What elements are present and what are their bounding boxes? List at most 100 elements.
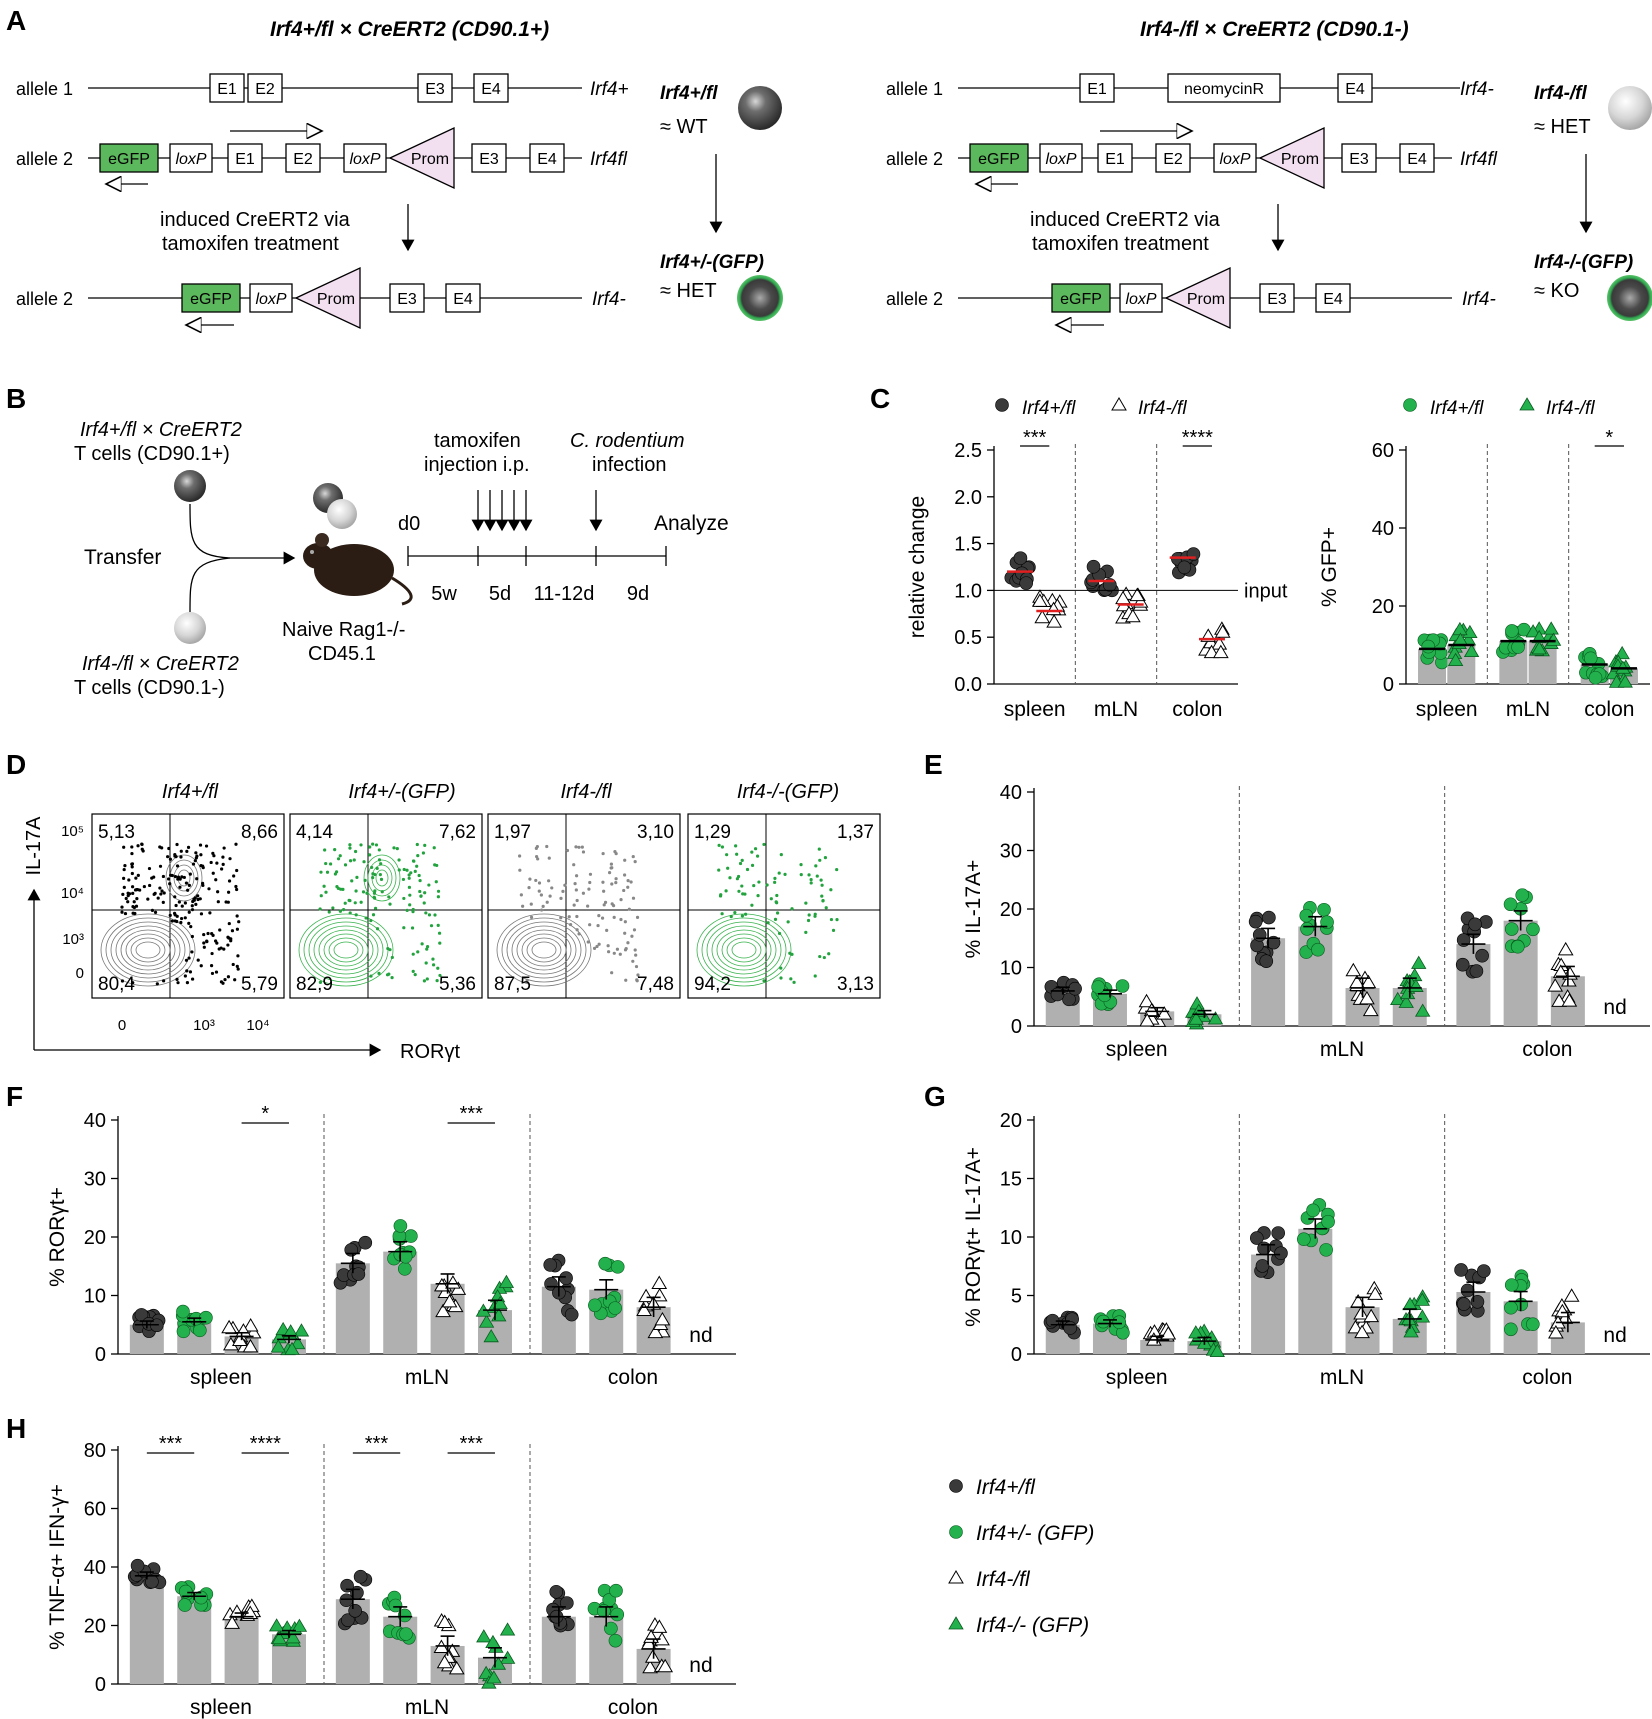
flow-event xyxy=(745,867,750,872)
flow-event xyxy=(820,883,824,887)
data-point xyxy=(1543,621,1559,635)
x-category-label: spleen xyxy=(1106,1038,1168,1061)
flow-event xyxy=(817,847,821,851)
flow-event xyxy=(588,880,592,885)
infection-label-2: infection xyxy=(592,454,667,476)
flow-event xyxy=(194,851,198,855)
flow-event xyxy=(188,970,193,974)
y-tick-label: 80 xyxy=(84,1440,106,1462)
a1-e1: E1 xyxy=(217,81,237,98)
flow-event xyxy=(222,846,226,850)
flow-contour xyxy=(726,937,762,963)
flow-event xyxy=(762,979,766,983)
flow-contour xyxy=(506,921,582,979)
flow-event xyxy=(823,856,828,860)
flow-event xyxy=(189,925,193,929)
a2-e1-box xyxy=(1097,143,1133,173)
allele2-recombined-label: allele 2 xyxy=(16,289,73,309)
data-point xyxy=(609,1583,623,1598)
r-loxp-box xyxy=(1119,283,1163,313)
flow-event xyxy=(187,921,191,925)
data-point xyxy=(604,1621,618,1636)
data-point xyxy=(1515,888,1530,902)
data-point xyxy=(193,1323,207,1338)
data-point xyxy=(588,1298,602,1313)
flow-event xyxy=(202,945,206,949)
legend-c-item: Irf4-/fl xyxy=(1138,398,1187,419)
timeline-interval: 5w xyxy=(431,583,457,605)
infection-label-1: C. rodentium xyxy=(570,430,685,452)
legend-marker xyxy=(949,1479,963,1493)
x-category-label: mLN xyxy=(1506,698,1550,721)
flow-event xyxy=(786,920,790,924)
data-point xyxy=(1504,1278,1519,1292)
flow-event xyxy=(135,897,139,901)
flow-contour xyxy=(173,864,195,892)
flow-event xyxy=(541,904,545,908)
flow-event xyxy=(179,916,184,921)
data-point xyxy=(1525,624,1541,638)
a2-e1: E1 xyxy=(1105,151,1125,168)
a1-e1-box xyxy=(1079,73,1115,103)
flow-event xyxy=(425,945,430,949)
data-point xyxy=(397,1608,412,1623)
significance-label: *** xyxy=(460,1433,484,1455)
flow-event xyxy=(572,863,576,867)
flow-event xyxy=(216,900,220,904)
data-point xyxy=(1248,914,1263,929)
flow-event xyxy=(214,878,218,882)
flow-event xyxy=(401,877,406,882)
y-axis-label: relative change xyxy=(906,496,929,638)
state-top: ≈ WT xyxy=(660,116,708,138)
flow-event xyxy=(405,908,409,912)
flow-event xyxy=(122,876,126,880)
flow-event xyxy=(390,955,394,960)
x-category-label: spleen xyxy=(190,1696,252,1719)
data-point xyxy=(398,1249,413,1264)
data-point xyxy=(1299,908,1314,923)
a1-e4: E4 xyxy=(1345,81,1365,98)
data-point xyxy=(1300,922,1314,936)
flow-event xyxy=(224,900,228,904)
quadrant-value-lr: 3,13 xyxy=(837,974,874,995)
data-point xyxy=(1317,902,1331,917)
flow-event xyxy=(226,935,230,939)
flow-event xyxy=(327,910,331,914)
flow-event xyxy=(815,874,819,878)
flow-event xyxy=(528,877,532,881)
data-point xyxy=(397,1262,412,1276)
flow-event xyxy=(199,853,203,857)
donor1-cells: T cells (CD90.1+) xyxy=(74,443,230,465)
flow-event xyxy=(371,842,375,846)
x-category-label: spleen xyxy=(1004,698,1066,721)
legend-marker xyxy=(948,1570,964,1584)
flow-event xyxy=(402,867,406,872)
flow-contour xyxy=(511,925,577,975)
data-point xyxy=(1266,935,1281,950)
not-determined-label: nd xyxy=(689,1654,712,1677)
flow-event xyxy=(750,903,754,907)
data-point xyxy=(478,1314,495,1328)
legend-c-marker xyxy=(1111,397,1127,411)
flow-event xyxy=(170,873,174,878)
a2-e2: E2 xyxy=(293,151,313,168)
data-point xyxy=(1460,1283,1475,1298)
genotype-bottom: Irf4+/-(GFP) xyxy=(660,252,764,273)
flow-event xyxy=(338,854,342,858)
data-point xyxy=(1034,609,1051,624)
flow-event xyxy=(609,862,614,866)
data-point xyxy=(1255,1259,1270,1273)
data-point xyxy=(1504,1322,1518,1337)
flow-contour xyxy=(115,925,181,975)
input-label: input xyxy=(1244,580,1288,602)
flow-event xyxy=(574,888,578,892)
a2-prom-triangle xyxy=(1258,126,1325,190)
flow-event xyxy=(743,892,747,896)
flow-x-tick: 10³ xyxy=(193,1017,215,1034)
flow-event xyxy=(229,939,233,943)
y-tick-label: 0 xyxy=(1383,674,1394,696)
flow-event xyxy=(602,903,606,907)
flow-event xyxy=(336,857,341,861)
data-point xyxy=(1463,643,1480,658)
data-point xyxy=(638,1288,654,1303)
